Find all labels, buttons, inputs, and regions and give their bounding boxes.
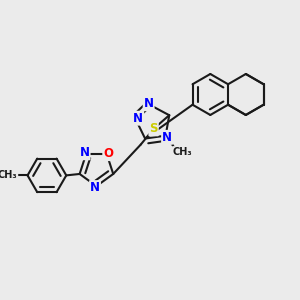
Text: S: S bbox=[149, 122, 158, 135]
Text: N: N bbox=[133, 112, 143, 125]
Text: O: O bbox=[103, 147, 113, 160]
Text: N: N bbox=[80, 146, 90, 159]
Text: CH₃: CH₃ bbox=[173, 147, 193, 157]
Text: N: N bbox=[144, 97, 154, 110]
Text: N: N bbox=[162, 131, 172, 144]
Text: N: N bbox=[90, 181, 100, 194]
Text: CH₃: CH₃ bbox=[0, 170, 17, 180]
